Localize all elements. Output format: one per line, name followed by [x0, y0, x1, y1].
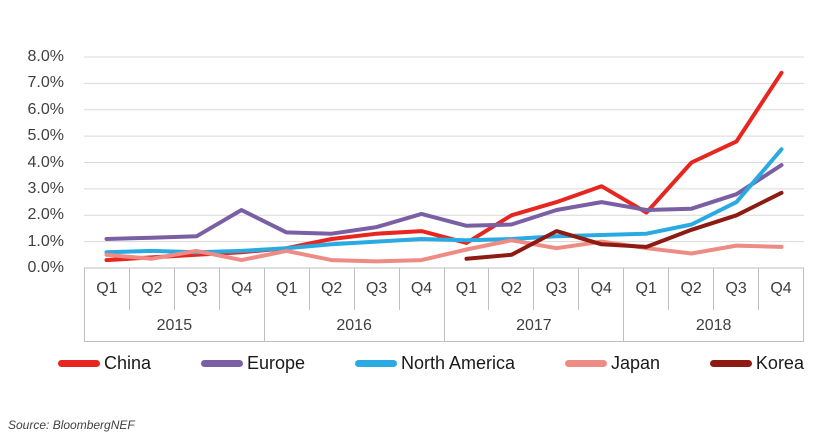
- legend-label-north-america: North America: [400, 352, 515, 373]
- legend-swatch-europe: [200, 359, 243, 367]
- plot-svg: [84, 56, 804, 269]
- year-label: 2018: [695, 316, 732, 334]
- quarter-row: Q1 Q2 Q3 Q4 Q1 Q2 Q3 Q4 Q1 Q2 Q3 Q4 Q1 Q2 Q3 Q4: [85, 268, 803, 310]
- year-row: 2015 2016 2017 2018: [85, 310, 803, 341]
- quarter-label: Q2: [310, 268, 355, 310]
- legend-item-japan: Japan: [564, 352, 660, 374]
- quarter-label: Q4: [770, 280, 792, 297]
- legend: China Europe North America Japan Korea: [58, 351, 804, 375]
- y-tick-label: 7.0%: [27, 74, 64, 92]
- year-label: 2016: [265, 310, 445, 341]
- quarter-label: Q2: [669, 268, 715, 310]
- quarter-label: Q3: [714, 268, 760, 310]
- series-line-japan: [104, 238, 784, 264]
- legend-item-korea: Korea: [709, 352, 804, 374]
- quarter-label: Q3: [355, 268, 400, 310]
- y-tick-label: 5.0%: [27, 127, 64, 145]
- quarter-label: Q4: [220, 268, 265, 310]
- legend-label-japan: Japan: [610, 352, 660, 373]
- quarter-label: Q1: [265, 268, 310, 310]
- series-line-north-america: [104, 147, 784, 255]
- legend-label-china: China: [104, 352, 152, 373]
- quarter-label: Q1: [624, 268, 670, 310]
- y-tick-label: 8.0%: [27, 48, 64, 65]
- year-label: 2015: [85, 310, 265, 341]
- quarter-label: Q4: [579, 268, 625, 310]
- quarter-label: Q3: [534, 268, 580, 310]
- quarter-label: Q3: [175, 268, 220, 310]
- series-line-europe: [104, 163, 784, 241]
- legend-item-north-america: North America: [354, 352, 515, 374]
- legend-swatch-china: [58, 359, 100, 367]
- legend-item-europe: Europe: [200, 352, 306, 374]
- legend-label-korea: Korea: [755, 352, 804, 373]
- y-tick-label: 6.0%: [27, 100, 64, 118]
- source-note: Source: BloombergNEF: [8, 418, 135, 432]
- legend-label-europe: Europe: [246, 352, 306, 373]
- y-tick-label: 3.0%: [27, 179, 64, 197]
- legend-swatch-north-america: [354, 359, 397, 367]
- year-label: 2017: [445, 310, 625, 341]
- quarter-label: Q1: [445, 268, 490, 310]
- y-tick-label: 0.0%: [27, 259, 64, 276]
- quarter-label: Q1: [85, 268, 130, 310]
- y-tick-label: 2.0%: [27, 206, 64, 224]
- legend-swatch-japan: [564, 359, 607, 367]
- quarter-label: Q2: [130, 268, 175, 310]
- quarter-label: Q4: [400, 268, 445, 310]
- series-line-korea: [464, 190, 784, 261]
- x-axis: Q1 Q2 Q3 Q4 Q1 Q2 Q3 Q4 Q1 Q2 Q3 Q4 Q1 Q2 Q3 Q4 2015 201…: [84, 268, 804, 342]
- y-tick-label: 1.0%: [27, 232, 64, 250]
- quarter-label: Q2: [489, 268, 535, 310]
- y-tick-label: 4.0%: [27, 153, 64, 171]
- legend-item-china: China: [58, 353, 151, 374]
- legend-swatch-korea: [709, 359, 752, 367]
